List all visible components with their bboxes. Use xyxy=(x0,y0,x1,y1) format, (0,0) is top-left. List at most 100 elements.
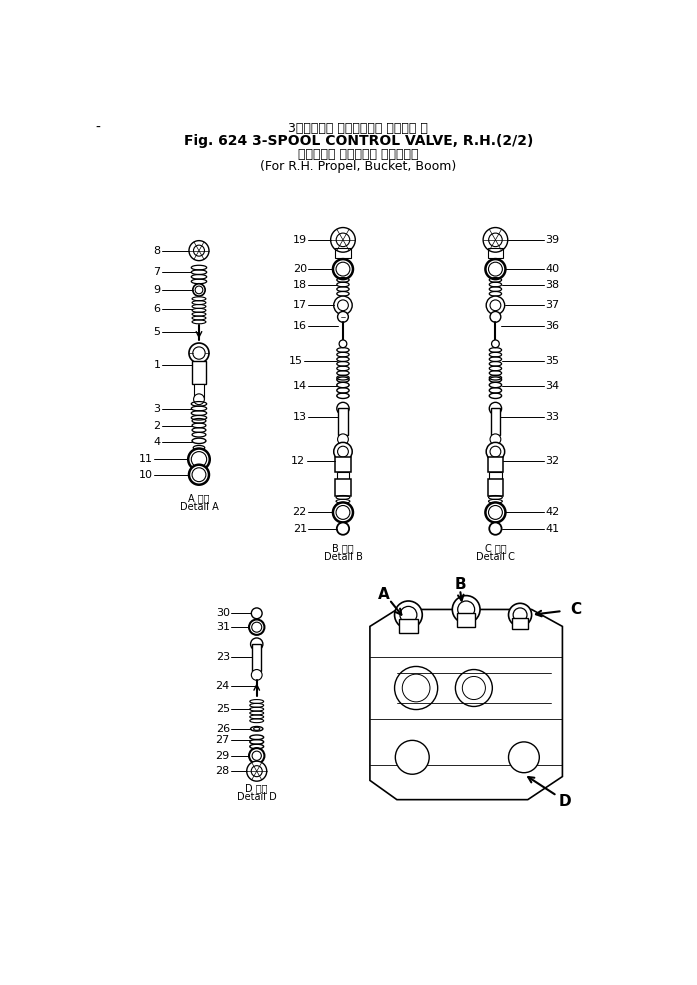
Text: 8: 8 xyxy=(153,245,160,256)
Text: 38: 38 xyxy=(546,281,560,291)
Circle shape xyxy=(487,296,505,314)
Text: 39: 39 xyxy=(546,234,560,245)
Bar xyxy=(488,479,503,495)
Bar xyxy=(338,409,348,435)
Bar xyxy=(335,479,351,495)
Circle shape xyxy=(455,670,492,706)
Text: 31: 31 xyxy=(216,623,230,632)
Text: 12: 12 xyxy=(291,456,305,466)
Bar xyxy=(399,619,418,632)
Bar xyxy=(252,644,261,671)
Ellipse shape xyxy=(192,438,206,443)
Text: 3・スプール コントロール バルブ， 右: 3・スプール コントロール バルブ， 右 xyxy=(289,122,428,135)
Text: 21: 21 xyxy=(293,524,307,534)
Text: 33: 33 xyxy=(546,412,560,422)
Text: 22: 22 xyxy=(293,507,307,517)
Text: 23: 23 xyxy=(215,652,230,662)
Circle shape xyxy=(485,502,505,522)
Bar xyxy=(491,409,500,435)
Text: 15: 15 xyxy=(289,356,303,365)
Polygon shape xyxy=(370,610,562,800)
Text: 29: 29 xyxy=(215,751,230,760)
Bar xyxy=(489,473,502,479)
Text: 41: 41 xyxy=(546,524,560,534)
Ellipse shape xyxy=(193,445,205,450)
Text: Detail A: Detail A xyxy=(180,502,218,512)
Text: 34: 34 xyxy=(546,381,560,391)
Bar xyxy=(488,457,503,473)
Circle shape xyxy=(188,448,210,470)
Bar xyxy=(192,361,206,384)
Circle shape xyxy=(189,343,209,363)
Text: 40: 40 xyxy=(546,264,560,274)
Text: C: C xyxy=(570,602,581,617)
Circle shape xyxy=(395,601,422,628)
Circle shape xyxy=(489,233,503,246)
Circle shape xyxy=(247,761,267,781)
Text: 27: 27 xyxy=(215,736,230,746)
Text: 1: 1 xyxy=(153,360,160,369)
Circle shape xyxy=(489,522,502,535)
Text: 32: 32 xyxy=(546,456,560,466)
Text: 26: 26 xyxy=(215,724,230,734)
Circle shape xyxy=(336,233,350,246)
Circle shape xyxy=(337,446,348,457)
Circle shape xyxy=(333,502,353,522)
Circle shape xyxy=(458,601,475,618)
Text: 20: 20 xyxy=(293,264,307,274)
Text: 4: 4 xyxy=(153,436,160,446)
Text: D: D xyxy=(558,794,571,809)
Circle shape xyxy=(490,446,501,457)
Text: 37: 37 xyxy=(546,300,560,310)
Circle shape xyxy=(250,638,263,650)
Text: （右走行， バケット， ブーム用）: （右走行， バケット， ブーム用） xyxy=(298,148,419,161)
Text: A: A xyxy=(378,586,390,602)
Text: B 詳細: B 詳細 xyxy=(332,543,354,553)
Circle shape xyxy=(334,442,352,461)
Text: D 詳細: D 詳細 xyxy=(245,783,268,793)
Circle shape xyxy=(330,228,355,252)
Ellipse shape xyxy=(250,727,263,731)
Circle shape xyxy=(337,311,348,322)
Circle shape xyxy=(490,311,501,322)
Circle shape xyxy=(194,245,204,256)
Text: 30: 30 xyxy=(216,609,230,619)
Circle shape xyxy=(337,402,349,415)
Bar xyxy=(488,248,503,258)
Text: 9: 9 xyxy=(153,285,160,295)
Text: 35: 35 xyxy=(546,356,560,365)
Circle shape xyxy=(487,442,505,461)
Circle shape xyxy=(334,296,352,314)
Text: 6: 6 xyxy=(153,304,160,314)
Circle shape xyxy=(400,607,417,624)
Circle shape xyxy=(485,259,505,279)
Circle shape xyxy=(452,596,480,624)
Text: 11: 11 xyxy=(139,454,153,464)
Circle shape xyxy=(483,228,507,252)
Circle shape xyxy=(339,340,347,348)
Text: 17: 17 xyxy=(293,300,307,310)
Bar xyxy=(512,618,528,629)
Circle shape xyxy=(489,402,502,415)
Circle shape xyxy=(333,259,353,279)
Circle shape xyxy=(337,522,349,535)
Text: 24: 24 xyxy=(215,681,230,690)
Circle shape xyxy=(490,434,501,444)
Bar xyxy=(335,457,351,473)
Circle shape xyxy=(193,284,205,296)
Text: 10: 10 xyxy=(139,470,153,480)
Circle shape xyxy=(395,667,438,709)
Circle shape xyxy=(491,340,499,348)
Text: 28: 28 xyxy=(215,766,230,776)
Text: Detail C: Detail C xyxy=(476,553,515,562)
Bar xyxy=(457,614,475,627)
Circle shape xyxy=(252,670,262,681)
Text: 42: 42 xyxy=(546,507,560,517)
Circle shape xyxy=(337,434,348,444)
Circle shape xyxy=(249,748,264,763)
Text: 3: 3 xyxy=(153,404,160,415)
Text: Detail D: Detail D xyxy=(237,792,277,803)
Circle shape xyxy=(395,741,429,774)
Text: C 詳細: C 詳細 xyxy=(484,543,506,553)
Circle shape xyxy=(251,765,262,776)
